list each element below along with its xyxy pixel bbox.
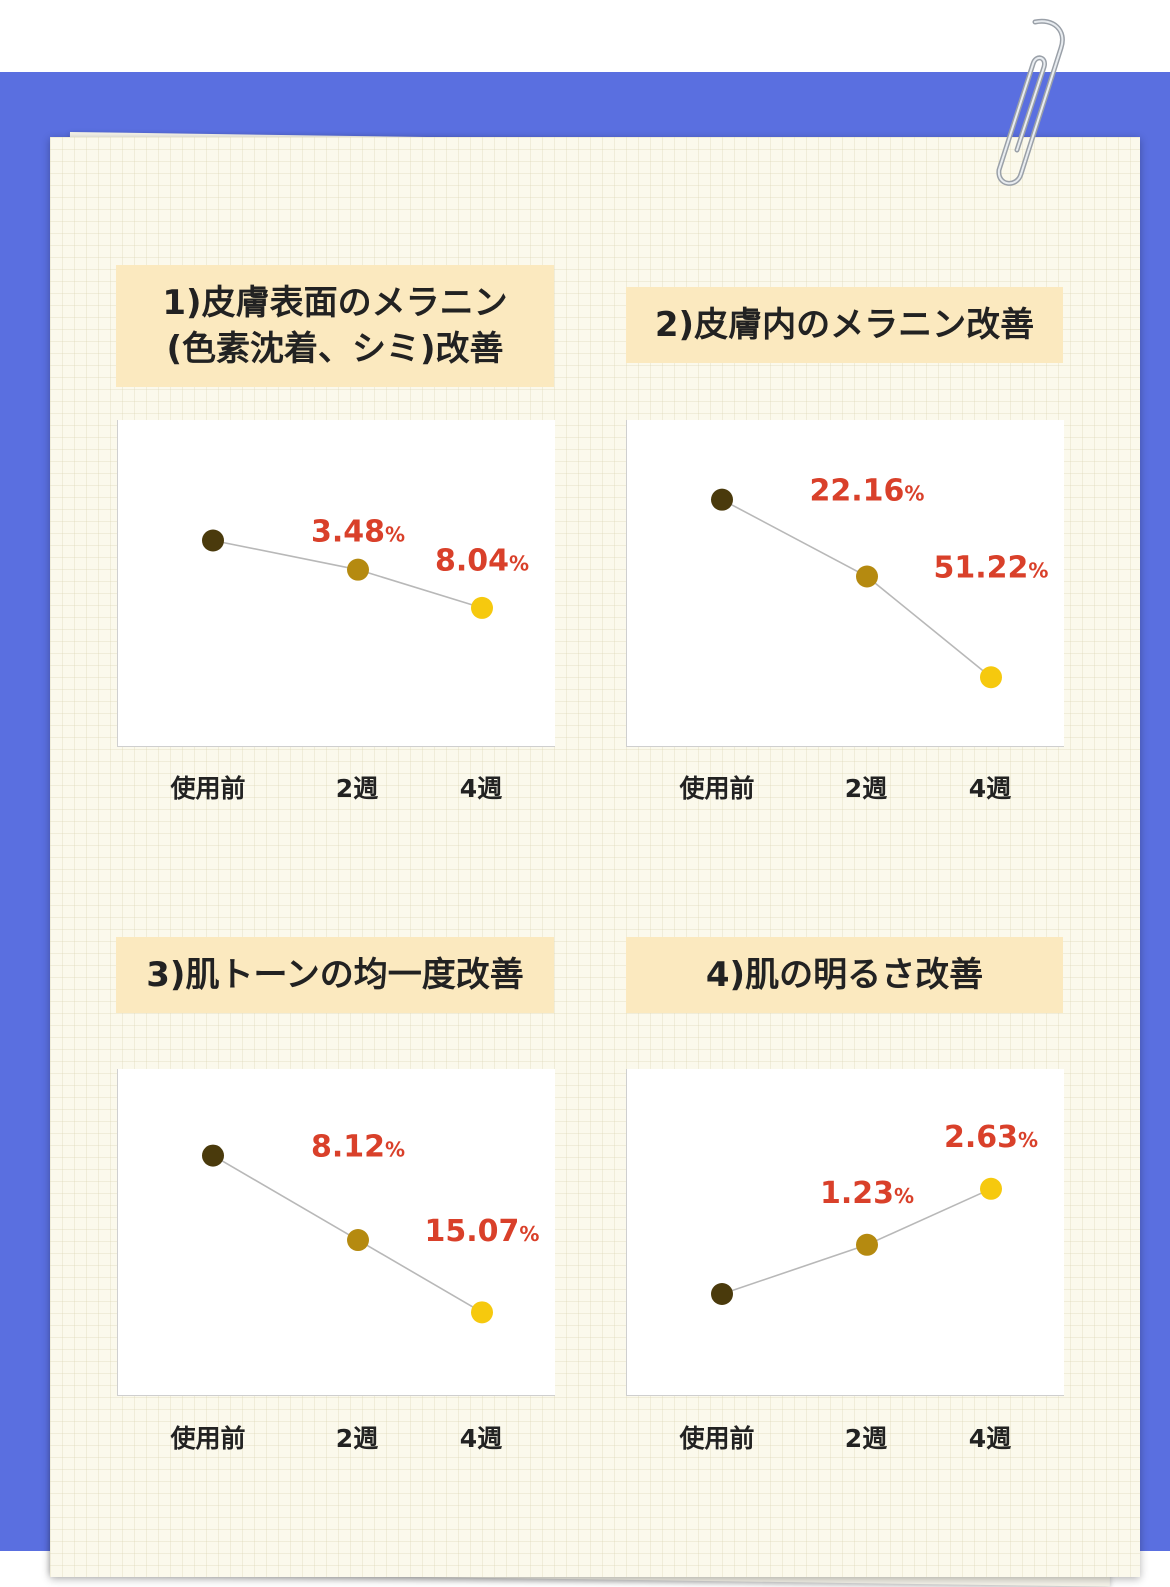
chart-3-x-label-4w: 4週 (459, 1424, 503, 1453)
chart-2-title-line-1: 2)皮膚内のメラニン改善 (654, 305, 1035, 345)
chart-1-x-label-2w: 2週 (335, 774, 379, 803)
chart-2-title: 2)皮膚内のメラニン改善 (626, 287, 1063, 363)
chart-1-point-before (202, 529, 224, 552)
chart-4-svg: 1.23% 2.63% (711, 1120, 1038, 1305)
chart-1-title-line-1: 1)皮膚表面のメラニン (162, 283, 508, 323)
chart-1-value-label-2w: 3.48% (311, 514, 405, 549)
chart-4-x-label-before: 使用前 (679, 1424, 755, 1453)
chart-1-x-label-before: 使用前 (170, 774, 246, 803)
chart-1-value-label-4w: 8.04% (435, 544, 529, 579)
chart-4-x-label-2w: 2週 (844, 1424, 888, 1453)
chart-4-value-label-4w: 2.63% (944, 1120, 1038, 1155)
chart-2-value-label-4w: 51.22% (934, 550, 1049, 585)
chart-3-value-label-4w: 15.07% (425, 1214, 540, 1249)
paperclip-icon (996, 18, 1065, 186)
chart-3-title-line-1: 3)肌トーンの均一度改善 (146, 955, 524, 995)
chart-4-point-2w (856, 1233, 878, 1256)
chart-2-x-label-before: 使用前 (679, 774, 755, 803)
chart-1-plot: 3.48% 8.04% (117, 420, 555, 747)
chart-2-value-label-2w: 22.16% (810, 474, 925, 509)
chart-4-x-label-4w: 4週 (968, 1424, 1012, 1453)
chart-4-point-4w (980, 1177, 1002, 1200)
chart-4-value-label-2w: 1.23% (820, 1176, 914, 1211)
chart-1-title-line-2: (色素沈着、シミ)改善 (166, 329, 504, 369)
chart-4-title-line-1: 4)肌の明るさ改善 (705, 955, 984, 995)
chart-4-plot: 1.23% 2.63% (626, 1069, 1064, 1396)
chart-3-title: 3)肌トーンの均一度改善 (116, 937, 554, 1013)
chart-1-x-label-4w: 4週 (459, 774, 503, 803)
chart-3-plot: 8.12% 15.07% (117, 1069, 555, 1396)
chart-4-title: 4)肌の明るさ改善 (626, 937, 1063, 1013)
chart-2-point-before (711, 488, 733, 511)
chart-2-point-4w (980, 666, 1002, 689)
chart-3-point-2w (347, 1229, 369, 1252)
chart-1-point-4w (471, 596, 493, 619)
chart-1-title: 1)皮膚表面のメラニン (色素沈着、シミ)改善 (116, 265, 554, 387)
chart-3-point-before (202, 1144, 224, 1167)
chart-1-point-2w (347, 558, 369, 581)
chart-2-series-line (721, 498, 992, 678)
chart-2-x-label-2w: 2週 (844, 774, 888, 803)
chart-3-svg: 8.12% 15.07% (202, 1130, 540, 1324)
paper-sheet: 1)皮膚表面のメラニン (色素沈着、シミ)改善 3.48% 8.04% 使用前 2… (50, 137, 1140, 1577)
chart-2-point-2w (856, 565, 878, 588)
chart-3-value-label-2w: 8.12% (311, 1130, 405, 1165)
chart-4-point-before (711, 1283, 733, 1305)
chart-2-plot: 22.16% 51.22% (626, 420, 1064, 747)
chart-2-svg: 22.16% 51.22% (711, 474, 1049, 689)
chart-2-x-label-4w: 4週 (968, 774, 1012, 803)
chart-3-point-4w (471, 1301, 493, 1324)
chart-3-x-label-before: 使用前 (170, 1424, 246, 1453)
chart-1-svg: 3.48% 8.04% (202, 514, 529, 619)
chart-3-x-label-2w: 2週 (335, 1424, 379, 1453)
